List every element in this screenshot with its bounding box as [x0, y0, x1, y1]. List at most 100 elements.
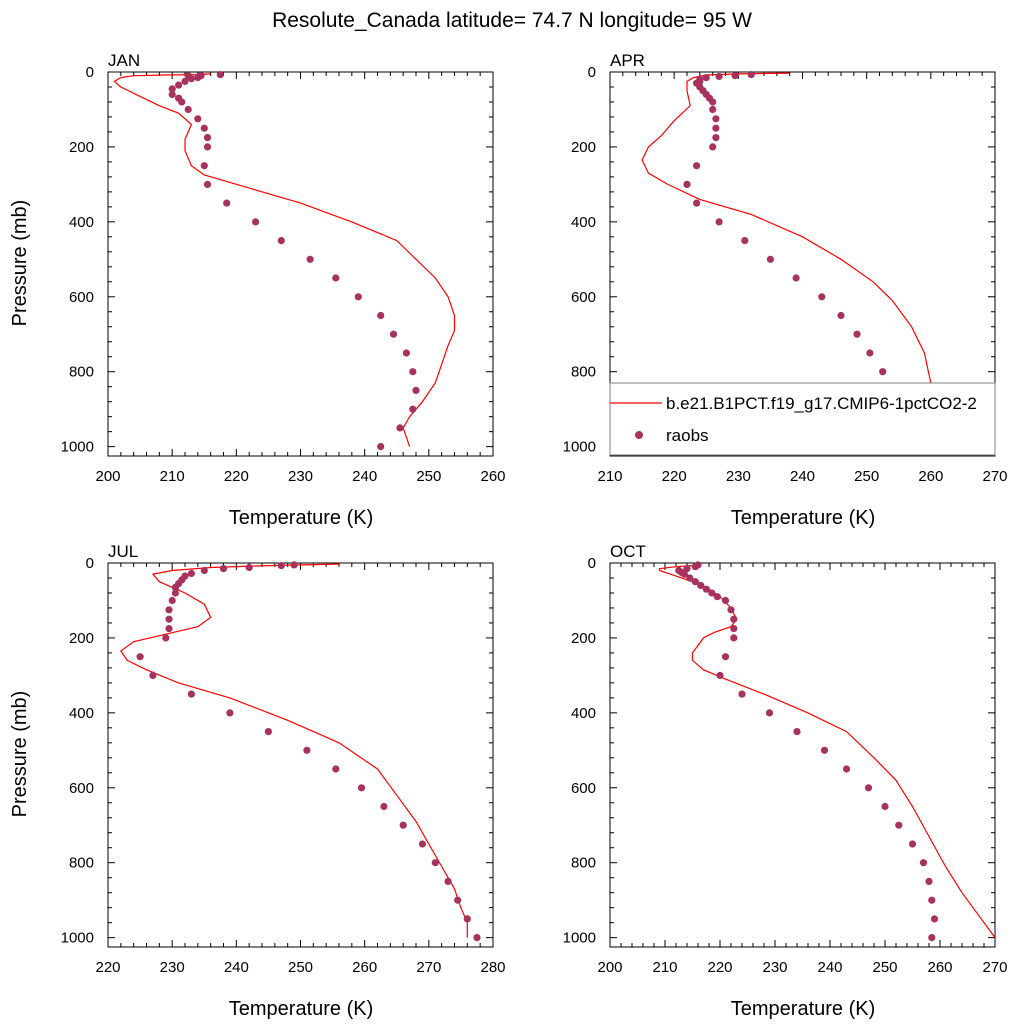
x-tick-label: 240	[224, 959, 249, 976]
raobs-point	[203, 143, 212, 151]
raobs-point	[730, 625, 738, 633]
raobs-point	[203, 134, 212, 142]
raobs-point	[683, 565, 691, 573]
raobs-point	[226, 709, 234, 717]
x-tick-label: 240	[352, 468, 377, 485]
plot-area: 200 210 220 230 240 250 260 0 200 400 600 800 1000	[61, 64, 506, 485]
y-tick-label: 1000	[61, 930, 94, 947]
raobs-point	[290, 561, 298, 569]
y-tick-label: 200	[69, 630, 94, 647]
raobs-point	[409, 405, 417, 413]
raobs-point	[766, 255, 774, 263]
raobs-point	[712, 115, 720, 123]
x-tick-label: 250	[872, 959, 897, 976]
raobs-point	[444, 877, 452, 885]
panel-title: APR	[610, 51, 645, 70]
raobs-point	[252, 218, 260, 226]
raobs-point	[895, 821, 903, 829]
raobs-point	[181, 77, 189, 85]
raobs-point	[178, 98, 186, 106]
raobs-point	[881, 802, 889, 811]
raobs-point	[727, 606, 735, 614]
raobs-point	[716, 671, 724, 679]
raobs-point	[332, 274, 340, 282]
raobs-point	[702, 74, 710, 82]
raobs-point	[175, 81, 183, 89]
raobs-point	[842, 765, 851, 773]
raobs-point	[864, 784, 873, 792]
y-tick-label: 200	[571, 139, 596, 156]
x-tick-label: 220	[707, 959, 732, 976]
raobs-point	[184, 105, 192, 114]
raobs-point	[747, 71, 755, 79]
raobs-point	[712, 134, 720, 142]
raobs-point	[454, 896, 462, 904]
raobs-point	[928, 896, 936, 904]
x-tick-label: 250	[288, 959, 313, 976]
raobs-point	[741, 237, 749, 245]
raobs-point	[306, 255, 314, 263]
y-tick-label: 200	[69, 139, 94, 156]
raobs-point	[357, 784, 366, 792]
x-tick-label: 280	[480, 959, 505, 976]
raobs-point	[194, 115, 202, 123]
y-axis-label: Pressure (mb)	[9, 691, 31, 818]
raobs-point	[200, 124, 208, 132]
raobs-point	[216, 71, 224, 79]
y-tick-label: 1000	[61, 439, 94, 456]
y-tick-label: 400	[69, 705, 94, 722]
raobs-point	[203, 180, 212, 188]
raobs-point	[691, 563, 699, 571]
panel-oct: OCT 200 210 220 230 240 250 260 270 0 200 400 600 80…	[563, 542, 1008, 1020]
y-tick-label: 400	[571, 705, 596, 722]
raobs-point	[730, 615, 738, 623]
raobs-point	[194, 74, 202, 82]
x-tick-label: 240	[790, 468, 815, 485]
x-tick-label: 270	[416, 959, 441, 976]
raobs-point	[402, 349, 410, 357]
x-tick-label: 220	[224, 468, 249, 485]
raobs-point	[245, 563, 253, 572]
panel-jan: JAN 200 210 220 230 240 250 260 0 200 400 600 800 10…	[9, 51, 506, 529]
raobs-point	[389, 330, 398, 338]
panel-title: JUL	[108, 542, 138, 561]
panel-apr: APR 210 220 230 240 250 260 270 0 200 400 600 800 10…	[563, 51, 1008, 529]
raobs-point	[184, 72, 192, 80]
raobs-point	[925, 877, 933, 885]
y-tick-label: 400	[69, 214, 94, 231]
model-profile-line	[641, 72, 938, 448]
raobs-point	[731, 72, 739, 80]
x-tick-label: 260	[352, 959, 377, 976]
raobs-point	[793, 728, 801, 736]
raobs-point	[412, 386, 420, 394]
raobs-point	[919, 859, 928, 867]
raobs-point	[713, 593, 721, 601]
y-tick-label: 1000	[563, 439, 596, 456]
x-tick-label: 210	[597, 468, 622, 485]
y-tick-label: 1000	[563, 930, 596, 947]
legend-label-model: b.e21.B1PCT.f19_g17.CMIP6-1pctCO2-2	[666, 394, 977, 413]
y-tick-label: 200	[571, 630, 596, 647]
raobs-point	[930, 915, 939, 923]
raobs-point	[709, 98, 717, 106]
raobs-point	[697, 581, 705, 590]
x-axis-label: Temperature (K)	[229, 998, 374, 1020]
x-axis-label: Temperature (K)	[731, 507, 876, 529]
x-tick-label: 220	[95, 959, 120, 976]
y-tick-label: 600	[571, 780, 596, 797]
plot-area: 220 230 240 250 260 270 280 0 200 400 600 800 1000	[61, 555, 506, 976]
x-tick-label: 230	[160, 959, 185, 976]
raobs-point	[162, 634, 170, 642]
y-tick-label: 600	[69, 289, 94, 306]
raobs-point	[136, 653, 144, 661]
x-axis-label: Temperature (K)	[731, 998, 876, 1020]
y-tick-label: 0	[588, 555, 596, 572]
y-tick-label: 0	[588, 64, 596, 81]
raobs-point	[399, 821, 407, 829]
x-tick-label: 230	[288, 468, 313, 485]
raobs-point	[721, 596, 730, 605]
raobs-point	[149, 671, 157, 679]
raobs-point	[818, 293, 826, 301]
raobs-point	[431, 859, 439, 867]
raobs-point	[765, 709, 774, 717]
